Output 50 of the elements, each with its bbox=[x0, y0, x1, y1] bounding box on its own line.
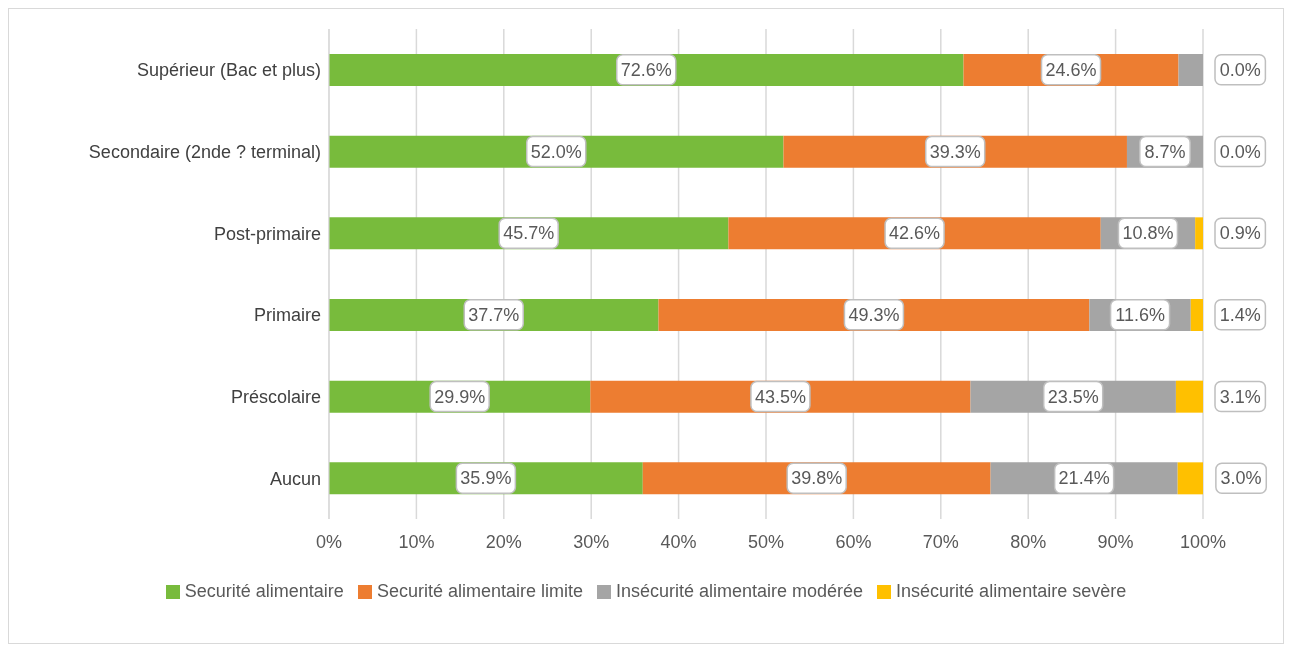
bar bbox=[1178, 54, 1203, 86]
x-tick-label: 0% bbox=[315, 531, 343, 552]
bar bbox=[329, 54, 964, 86]
data-label: 45.7% bbox=[503, 223, 555, 244]
data-label: 39.8% bbox=[791, 468, 843, 489]
data-label: 49.3% bbox=[848, 304, 900, 325]
data-label: 10.8% bbox=[1122, 223, 1174, 244]
data-label: 11.6% bbox=[1115, 304, 1165, 325]
bar bbox=[1190, 299, 1203, 331]
data-label: 35.9% bbox=[460, 468, 512, 489]
x-tick-label: 40% bbox=[660, 531, 697, 552]
x-tick-label: 50% bbox=[747, 531, 785, 552]
bar bbox=[1175, 380, 1203, 413]
bar bbox=[1177, 462, 1203, 495]
data-label: 3.0% bbox=[1220, 468, 1262, 489]
x-tick-label: 100% bbox=[1179, 531, 1227, 552]
bar bbox=[1195, 217, 1203, 250]
data-label: 1.4% bbox=[1219, 304, 1261, 325]
data-label: 29.9% bbox=[434, 386, 486, 407]
legend-label: Securité alimentaire limite bbox=[376, 581, 583, 602]
data-label: 0.9% bbox=[1219, 223, 1261, 244]
data-label: 3.1% bbox=[1219, 386, 1261, 407]
y-tick-label: Préscolaire bbox=[230, 386, 321, 407]
x-tick-label: 30% bbox=[573, 531, 610, 552]
data-label: 43.5% bbox=[754, 386, 806, 407]
x-tick-label: 60% bbox=[835, 531, 872, 552]
data-label: 42.6% bbox=[889, 223, 941, 244]
data-label: 8.7% bbox=[1144, 141, 1186, 162]
data-label: 24.6% bbox=[1045, 59, 1097, 80]
y-tick-label: Supérieur (Bac et plus) bbox=[136, 60, 321, 81]
y-tick-label: Aucun bbox=[269, 468, 321, 489]
data-label: 72.6% bbox=[620, 59, 672, 80]
legend-label: Insécurité alimentaire modérée bbox=[615, 581, 864, 602]
y-tick-label: Primaire bbox=[253, 305, 321, 326]
data-label: 23.5% bbox=[1047, 386, 1099, 407]
x-tick-label: 10% bbox=[398, 531, 435, 552]
y-tick-label: Secondaire (2nde ? terminal) bbox=[88, 141, 321, 162]
data-label: 52.0% bbox=[530, 141, 582, 162]
y-tick-label: Post-primaire bbox=[213, 223, 321, 244]
legend-label: Securité alimentaire bbox=[184, 581, 344, 602]
x-tick-label: 20% bbox=[485, 531, 522, 552]
x-tick-label: 80% bbox=[1010, 531, 1047, 552]
data-label: 21.4% bbox=[1058, 468, 1110, 489]
data-label: 0.0% bbox=[1219, 141, 1261, 162]
legend-label: Insécurité alimentaire sevère bbox=[896, 581, 1127, 602]
x-tick-label: 70% bbox=[922, 531, 959, 552]
x-tick-label: 90% bbox=[1097, 531, 1134, 552]
data-label: 0.0% bbox=[1219, 59, 1261, 80]
data-label: 37.7% bbox=[468, 304, 520, 325]
data-label: 39.3% bbox=[929, 141, 981, 162]
